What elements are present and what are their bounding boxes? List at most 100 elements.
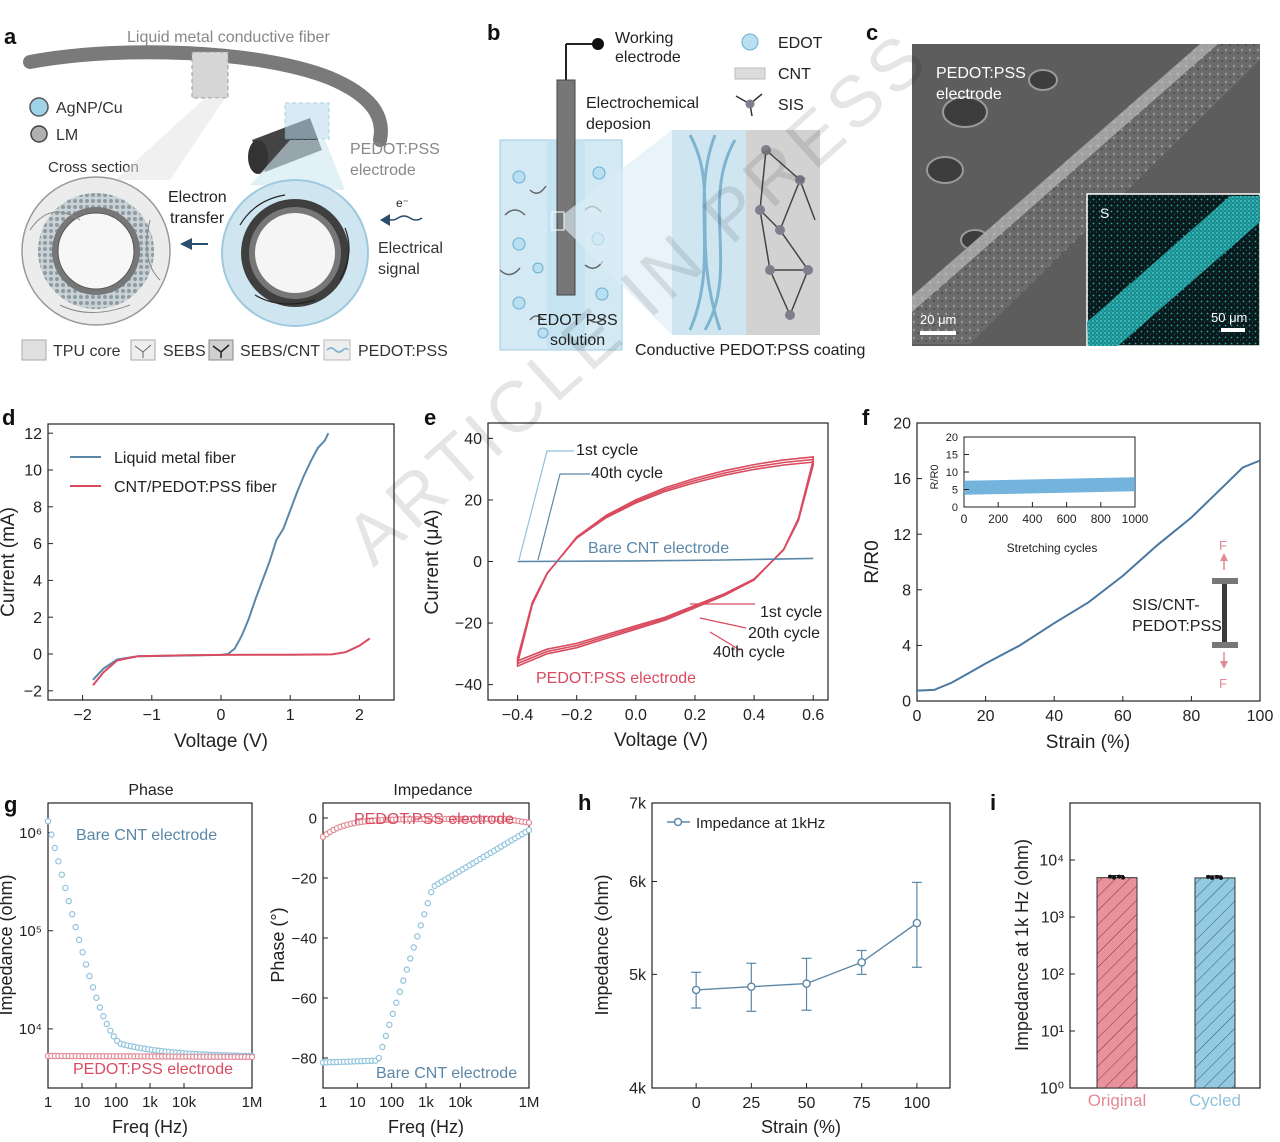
x-tick-label: 10k [448,1094,473,1111]
replicate-point [1210,875,1214,880]
edot-legend-icon [741,33,759,51]
bare-phase-point [386,1021,393,1029]
x-tick-label: 0.6 [802,707,824,724]
eds-scale-label: 50 μm [1211,310,1247,325]
electrode-core [255,213,335,293]
y-tick-label: −20 [292,870,317,887]
y-axis-label: Current (μA) [422,510,443,615]
panel-letter-c: c [866,20,878,45]
x-tick-label: 80 [1183,708,1201,725]
y-tick-label: 0 [309,810,317,827]
x-tick-label: 20 [977,708,995,725]
x-tick-label: 1000 [1122,512,1149,526]
tpu-legend-icon [21,339,47,361]
panel-letter-h: h [578,790,591,815]
tick-group: 0 25 50 75 100 4k 5k 6k 7k [629,796,930,1112]
x-tick-label: −0.4 [502,707,534,724]
x-tick-label: 200 [988,512,1008,526]
bare-impedance-point [62,884,69,892]
y-tick-label: 4 [33,573,42,590]
y-tick-label: 20 [464,493,482,510]
y-tick-label: 10 [946,467,958,479]
axes-frame [1069,802,1261,1089]
tick-group: 1 10 100 1k 10k 1M 0 −20 −40 −60 −80 [292,810,540,1111]
tick-group: 10⁰ 10¹ 10² 10³ 10⁴ [1039,853,1075,1098]
y-tick-label: 10² [1041,967,1065,984]
fiber-section-marker [191,51,229,99]
bare-phase-point [382,1032,390,1040]
eds-sulfur-fiber [1087,196,1260,346]
x-tick-label: 100 [379,1094,404,1111]
bare-impedance-point [55,858,62,865]
edot-particle [512,170,526,184]
bare-phase-point [414,933,421,940]
x-tick-label: 1k [142,1094,158,1111]
y-tick-label: −40 [455,677,482,694]
x-axis-label: Freq (Hz) [112,1117,188,1137]
working-electrode [556,79,576,296]
sem-pore [942,96,988,128]
working-1: Working [615,30,673,47]
x-tick-label: 60 [1114,708,1132,725]
x-tick-label: 0.4 [743,707,765,724]
bare-impedance-point [103,1020,110,1028]
y-tick-label: 7k [629,796,647,813]
pedot-legend-glyph [326,347,349,353]
fiber-core-end [248,140,268,174]
bare-impedance-point [48,831,55,838]
y-tick-label: 8 [33,499,42,516]
x-tick-label: 10k [172,1094,197,1111]
sem-fiber [912,44,1260,344]
series-line-liquid-metal [92,432,330,681]
axes-frame [651,802,951,1089]
sem-scale-bar [920,331,956,335]
series-line-strain [916,459,1261,692]
eds-inset-label: S [1100,205,1109,221]
y-tick-label: 6k [629,874,647,891]
x-axis-label: Strain (%) [1046,732,1130,753]
force-label-bottom: F [1219,676,1227,691]
y-axis-label: Current (mA) [0,507,19,617]
agnp-legend-icon [29,97,49,117]
panel-letter-b: b [487,20,500,45]
electron-transfer-2: transfer [170,210,225,227]
marker-group [691,881,922,1012]
bare-impedance-point [86,972,93,980]
legend-edot: EDOT [778,35,823,52]
sis-node [803,265,813,275]
x-tick-label: 1k [418,1094,434,1111]
cnt-legend-icon [734,67,766,80]
bare-impedance-point [93,994,100,1001]
y-tick-label: 16 [893,471,911,488]
x-tick-label: 800 [1091,512,1111,526]
bare-phase-point [421,911,428,918]
bare-phase-point [403,966,410,973]
bare-impedance-point [96,1004,104,1011]
y-tick-label: 10⁴ [19,1021,42,1038]
replicate-point [1117,874,1121,879]
y-tick-label: 0 [473,554,482,571]
x-tick-label: 1M [242,1094,263,1111]
data-point [912,918,922,928]
legend-sebs: SEBS [163,343,206,360]
bar-original [1096,877,1138,1089]
legend-sebscnt: SEBS/CNT [240,343,320,360]
electrical-signal-2: signal [378,261,420,278]
y-tick-label: 5k [629,967,647,984]
y-tick-label: −60 [292,990,317,1007]
data-point [802,979,811,988]
clamp-top [1212,578,1238,584]
label-40th-bottom: 40th cycle [713,644,785,661]
cross-section-label: Cross section [48,159,139,176]
clamp-bottom [1212,642,1238,648]
data-point [691,985,701,995]
sebscnt-legend-icon [208,339,234,361]
x-tick-label: −1 [143,707,161,724]
marker-group [319,815,533,1066]
electrode-terminal [592,38,604,50]
series-line-cnt-pedot [92,637,371,686]
solution-1: EDOT PSS [537,312,618,329]
edot-particle [532,262,544,274]
